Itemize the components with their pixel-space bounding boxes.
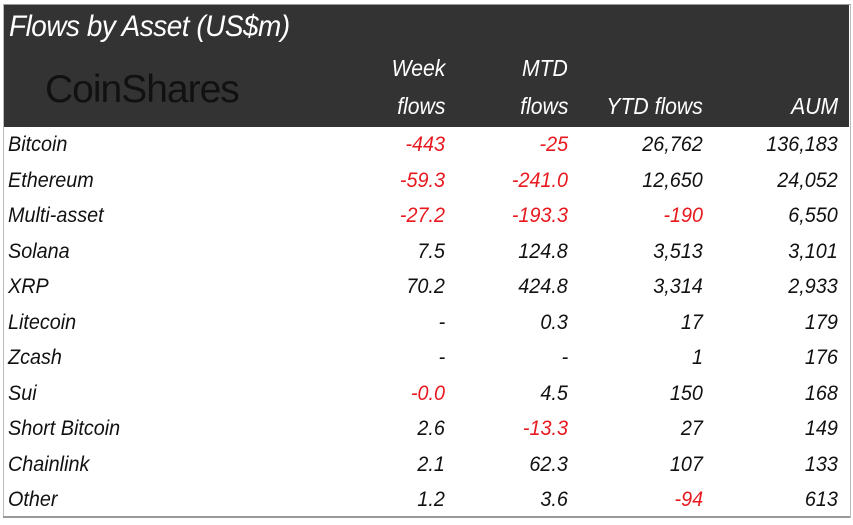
asset-name: Ethereum [8, 167, 94, 192]
coinshares-logo: CoinShares [45, 68, 240, 111]
value-cell: 3,513 [653, 238, 703, 263]
value-cell: 3,314 [653, 274, 703, 298]
value-cell: -190 [663, 203, 703, 227]
value-cell: -193.3 [511, 203, 568, 227]
value-cell: 26,762 [642, 132, 703, 156]
value-cell: 150 [669, 380, 703, 405]
asset-name: Solana [8, 238, 70, 263]
value-cell: 168 [804, 380, 838, 405]
asset-name: Zcash [8, 345, 62, 369]
value-cell: 0.3 [540, 309, 568, 334]
value-cell: 149 [804, 416, 838, 440]
table-row: XRP 70.2 424.8 3,314 2,933 [0, 269, 853, 304]
column-header-line1: MTD [522, 55, 568, 81]
value-cell: 2,933 [788, 274, 838, 298]
asset-name: Litecoin [8, 309, 77, 334]
table-row: Zcash - - 1 176 [0, 340, 853, 375]
value-cell: 62.3 [529, 451, 568, 476]
table-row: Sui -0.0 4.5 150 168 [0, 376, 853, 411]
asset-name: Bitcoin [8, 132, 68, 156]
column-header-line2: YTD flows [606, 93, 703, 119]
value-cell: 176 [804, 345, 838, 369]
table-row: Other 1.2 3.6 -94 613 [0, 482, 853, 517]
table-row: Solana 7.5 124.8 3,513 3,101 [0, 234, 853, 269]
table-row: Litecoin - 0.3 17 179 [0, 305, 853, 340]
value-cell: 17 [680, 309, 703, 334]
value-cell: -443 [405, 132, 445, 156]
value-cell: -27.2 [399, 203, 445, 227]
value-cell: - [561, 345, 568, 369]
value-cell: 613 [804, 487, 838, 511]
value-cell: 12,650 [642, 167, 703, 192]
value-cell: 6,550 [788, 203, 838, 227]
value-cell: 24,052 [777, 167, 838, 192]
value-cell: 107 [669, 451, 703, 476]
asset-name: Chainlink [8, 451, 90, 476]
value-cell: 1 [691, 345, 703, 369]
value-cell: 3,101 [788, 238, 838, 263]
value-cell: - [438, 309, 445, 334]
table-row: Multi-asset -27.2 -193.3 -190 6,550 [0, 198, 853, 233]
asset-name: Other [8, 487, 58, 511]
table-row: Short Bitcoin 2.6 -13.3 27 149 [0, 411, 853, 446]
value-cell: -0.0 [410, 380, 445, 405]
column-header-line2: flows [519, 93, 568, 119]
column-header-line1: Week [391, 55, 445, 81]
asset-name: XRP [8, 274, 49, 298]
table-row: Bitcoin -443 -25 26,762 136,183 [0, 127, 853, 162]
table-row: Ethereum -59.3 -241.0 12,650 24,052 [0, 163, 853, 198]
bottom-rule [3, 516, 850, 518]
value-cell: -13.3 [522, 416, 568, 440]
value-cell: 27 [680, 416, 703, 440]
value-cell: -241.0 [511, 167, 568, 192]
asset-name: Multi-asset [8, 203, 104, 227]
asset-name: Short Bitcoin [8, 416, 121, 440]
value-cell: 136,183 [766, 132, 838, 156]
value-cell: - [438, 345, 445, 369]
value-cell: 1.2 [417, 487, 445, 511]
value-cell: 133 [804, 451, 838, 476]
value-cell: 179 [804, 309, 838, 334]
value-cell: -94 [674, 487, 703, 511]
value-cell: -25 [539, 132, 568, 156]
table-row: Chainlink 2.1 62.3 107 133 [0, 447, 853, 482]
value-cell: 7.5 [417, 238, 445, 263]
value-cell: 124.8 [518, 238, 568, 263]
table-frame [3, 4, 851, 518]
value-cell: 70.2 [406, 274, 445, 298]
value-cell: 424.8 [518, 274, 568, 298]
value-cell: 3.6 [540, 487, 568, 511]
table-title: Flows by Asset (US$m) [9, 10, 290, 43]
asset-name: Sui [8, 380, 37, 405]
column-header-line2: AUM [790, 93, 838, 119]
table-header [4, 5, 849, 127]
value-cell: 2.6 [417, 416, 445, 440]
value-cell: 4.5 [540, 380, 568, 405]
value-cell: 2.1 [417, 451, 445, 476]
value-cell: -59.3 [399, 167, 445, 192]
column-header-line2: flows [396, 93, 445, 119]
